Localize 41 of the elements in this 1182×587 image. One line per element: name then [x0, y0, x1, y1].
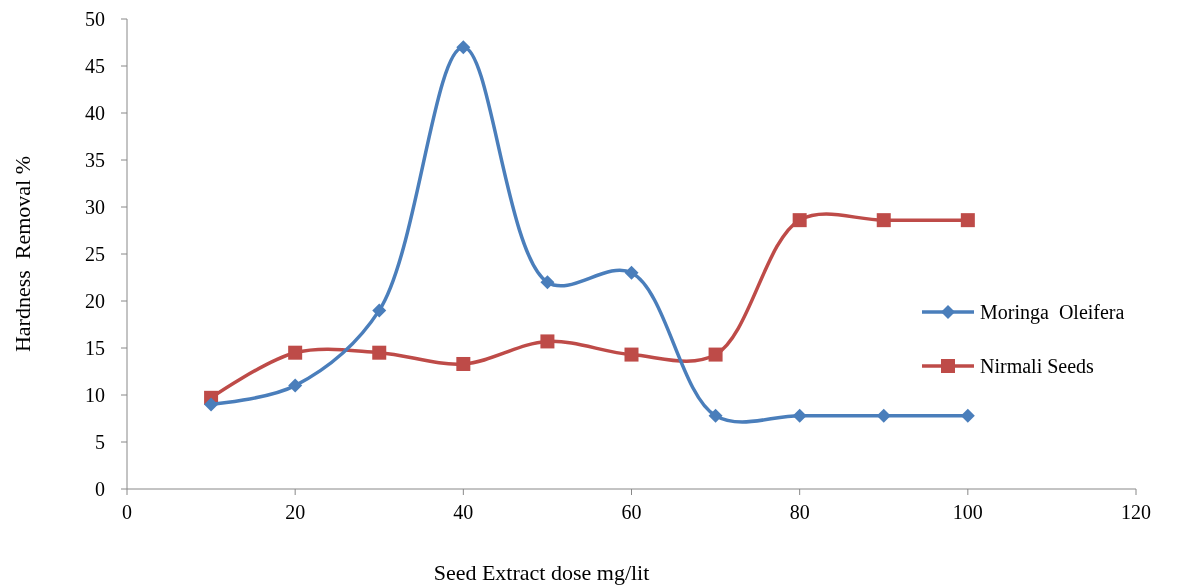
y-tick-label: 45: [85, 55, 105, 77]
legend-label: Nirmali Seeds: [980, 355, 1095, 377]
point: [960, 213, 975, 228]
point: [288, 378, 303, 393]
point: [372, 303, 387, 318]
y-axis-title: Hardness Removal %: [10, 155, 35, 353]
point: [456, 356, 471, 371]
y-tick-label: 20: [85, 290, 105, 312]
point: [876, 213, 891, 228]
point: [624, 347, 639, 362]
point: [792, 408, 807, 423]
point: [540, 334, 555, 349]
point: [288, 345, 303, 360]
point: [960, 408, 975, 423]
point: [876, 408, 891, 423]
point: [456, 40, 471, 55]
y-tick-label: 15: [85, 337, 105, 359]
point: [624, 265, 639, 280]
x-tick-label: 100: [952, 501, 983, 523]
x-tick-label: 0: [122, 501, 132, 523]
y-tick-label: 10: [85, 384, 105, 406]
legend-label: Moringa Oleifera: [980, 301, 1125, 324]
y-tick-label: 40: [85, 102, 105, 124]
y-tick-label: 30: [85, 196, 105, 218]
x-tick-label: 40: [453, 501, 474, 523]
x-axis-title: Seed Extract dose mg/lit: [433, 560, 650, 585]
x-tick-label: 60: [621, 501, 642, 523]
y-tick-label: 5: [95, 431, 105, 453]
x-tick-label: 80: [789, 501, 810, 523]
y-tick-label: 25: [85, 243, 105, 265]
point: [204, 397, 219, 412]
y-tick-label: 35: [85, 149, 105, 171]
point: [708, 408, 723, 423]
point: [708, 347, 723, 362]
x-tick-label: 120: [1121, 501, 1151, 523]
point: [792, 213, 807, 228]
x-tick-label: 20: [285, 501, 306, 523]
y-tick-label: 0: [95, 478, 105, 500]
point: [372, 345, 387, 360]
point: [540, 275, 555, 290]
y-tick-label: 50: [85, 8, 105, 30]
